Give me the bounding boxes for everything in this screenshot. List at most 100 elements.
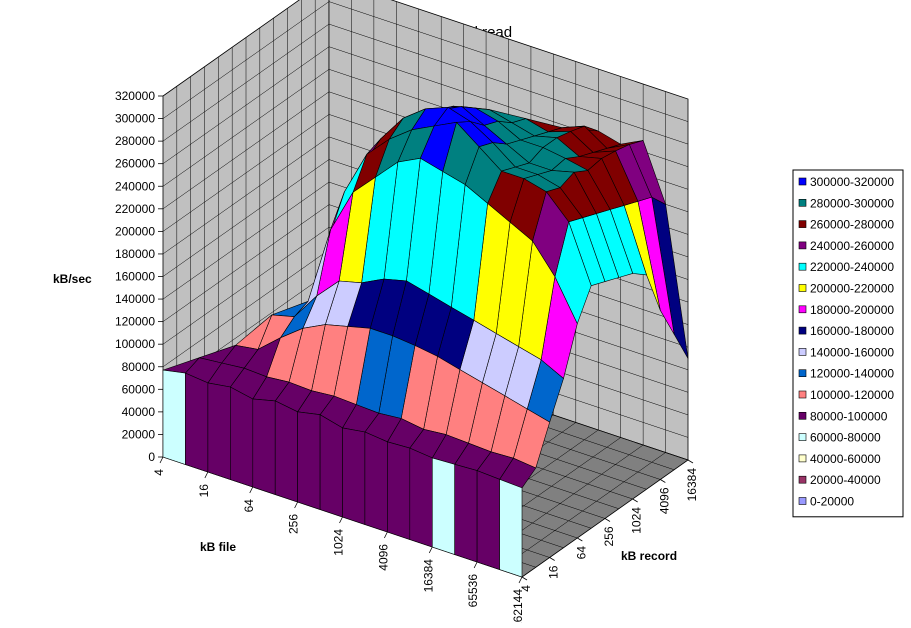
surface-front-face [297, 411, 321, 510]
z-tick-label: 20000 [122, 427, 156, 441]
legend-label: 180000-200000 [810, 303, 894, 317]
z-axis-ticks: 0 20000 40000 60000 80000 100000 120000 140000 1… [115, 89, 163, 464]
file-tick-label: 4 [152, 469, 166, 476]
legend-swatch [798, 411, 807, 420]
legend-label: 140000-160000 [810, 345, 894, 359]
record-tick-mark [604, 518, 611, 522]
legend: 300000-320000 280000-300000 260000-280000 2… [792, 169, 904, 518]
surface-front-face [319, 414, 343, 518]
surface-front-face [454, 463, 478, 563]
z-tick-label: 320000 [115, 89, 155, 103]
file-tick-label: 256 [287, 514, 301, 534]
record-tick-label: 16 [547, 565, 561, 579]
z-tick-label: 300000 [115, 112, 155, 126]
legend-swatch [798, 284, 807, 292]
file-tick-mark [159, 456, 164, 464]
surface-plot [162, 105, 689, 578]
record-tick-mark [577, 537, 583, 542]
legend-swatch [798, 305, 807, 314]
record-tick-mark [660, 479, 666, 483]
legend-swatch [798, 177, 807, 186]
record-tick-label: 4096 [657, 487, 671, 514]
legend-label: 0-20000 [810, 495, 854, 509]
file-axis-ticks: 4 16 64 256 1024 4096 16384 65536 262144 [152, 456, 525, 628]
surface-front-face [162, 369, 186, 465]
z-tick-label: 240000 [115, 179, 155, 193]
file-tick-mark [428, 546, 433, 554]
z-tick-label: 140000 [115, 292, 155, 306]
record-tick-label: 1024 [630, 507, 644, 534]
file-tick-label: 65536 [466, 574, 480, 608]
surface-front-face [409, 447, 433, 548]
file-tick-mark [384, 531, 388, 539]
z-tick-label: 280000 [115, 134, 155, 148]
legend-label: 60000-80000 [810, 431, 881, 445]
legend-label: 220000-240000 [810, 260, 894, 274]
z-tick-label: 80000 [122, 360, 156, 374]
legend-swatch [798, 433, 807, 441]
surface-front-face [431, 457, 456, 555]
z-axis-title: kB/sec [53, 272, 92, 286]
z-tick-label: 120000 [115, 315, 155, 329]
surface-front-face [364, 431, 388, 533]
file-tick-label: 16 [197, 484, 211, 498]
legend-swatch [798, 220, 807, 228]
record-tick-label: 16384 [685, 468, 699, 502]
surface-front-face [207, 382, 231, 480]
legend-label: 100000-120000 [810, 388, 894, 402]
record-tick-mark [632, 498, 638, 503]
legend-label: 200000-220000 [810, 282, 894, 296]
legend-label: 80000-100000 [810, 409, 888, 423]
legend-label: 40000-60000 [810, 452, 881, 466]
legend-swatch [798, 241, 807, 250]
z-tick-label: 40000 [122, 405, 156, 419]
legend-label: 20000-40000 [810, 473, 881, 487]
record-axis-ticks: 4 16 64 256 1024 4096 16384 [519, 459, 699, 592]
z-tick-label: 160000 [115, 270, 155, 284]
legend-swatch [798, 390, 807, 399]
file-tick-label: 1024 [332, 529, 346, 556]
floor-gridline [499, 452, 666, 570]
z-tick-label: 0 [148, 450, 155, 464]
record-tick-label: 256 [602, 526, 616, 546]
surface-front-face [387, 441, 411, 540]
legend-label: 300000-320000 [810, 175, 894, 189]
record-tick-mark [549, 557, 555, 561]
file-tick-mark [294, 501, 298, 509]
file-tick-mark [249, 486, 254, 494]
legend-swatch [798, 369, 807, 378]
z-tick-label: 200000 [115, 224, 155, 238]
legend-label: 260000-280000 [810, 218, 894, 232]
legend-label: 240000-260000 [810, 239, 894, 253]
z-tick-label: 220000 [115, 202, 155, 216]
file-tick-label: 16384 [421, 559, 435, 593]
legend-swatch [798, 199, 807, 207]
record-tick-label: 4 [519, 585, 533, 592]
file-tick-mark [204, 471, 209, 479]
legend-swatch [798, 348, 807, 356]
surface-front-face [476, 470, 500, 570]
surface-front-face [185, 372, 209, 473]
z-tick-label: 60000 [122, 382, 156, 396]
legend-swatch [798, 475, 807, 484]
record-tick-mark [687, 459, 694, 464]
x-axis-title: kB file [200, 540, 236, 554]
file-tick-label: 262144 [511, 589, 525, 623]
legend-box [792, 169, 904, 518]
file-tick-label: 4096 [376, 544, 390, 571]
legend-label: 120000-140000 [810, 367, 894, 381]
z-tick-label: 100000 [115, 337, 155, 351]
legend-swatch [798, 262, 807, 271]
legend-label: 160000-180000 [810, 324, 894, 338]
z-tick-label: 260000 [115, 157, 155, 171]
surface-front-face [342, 427, 366, 525]
record-tick-mark [521, 576, 528, 581]
legend-label: 280000-300000 [810, 196, 894, 210]
z-tick-label: 180000 [115, 247, 155, 261]
file-tick-mark [339, 516, 343, 524]
legend-swatch [798, 326, 807, 335]
file-tick-label: 64 [242, 499, 256, 513]
surface-front-face [252, 398, 276, 495]
